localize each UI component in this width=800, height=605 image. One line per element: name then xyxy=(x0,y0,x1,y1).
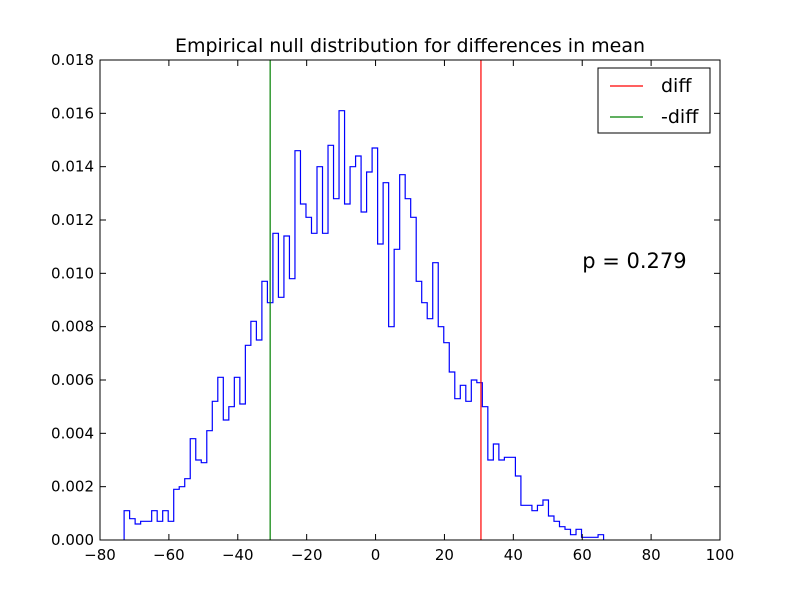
y-tick-label: 0.012 xyxy=(51,211,94,229)
chart-title: Empirical null distribution for differen… xyxy=(175,35,645,57)
y-tick-label: 0.002 xyxy=(51,478,94,496)
y-tick-label: 0.006 xyxy=(51,371,94,389)
x-tick-label: −20 xyxy=(291,546,323,564)
legend-box xyxy=(597,67,711,134)
x-tick-label: 80 xyxy=(642,546,661,564)
plot-area-frame xyxy=(99,59,721,541)
y-tick-label: 0.004 xyxy=(51,424,94,442)
y-tick-label: 0.008 xyxy=(51,318,94,336)
legend-label-diff: diff xyxy=(661,75,692,97)
x-tick-label: 0 xyxy=(371,546,381,564)
legend: diff -diff xyxy=(597,67,711,134)
x-tick-label: −40 xyxy=(222,546,254,564)
y-tick-label: 0.014 xyxy=(51,158,94,176)
histogram-series xyxy=(123,110,605,540)
x-tick-label: −80 xyxy=(84,546,116,564)
x-tick-label: 20 xyxy=(435,546,454,564)
x-tick-label: −60 xyxy=(153,546,185,564)
y-tick-label: 0.018 xyxy=(51,51,94,69)
x-tick-label: 100 xyxy=(706,546,735,564)
y-tick-label: 0.010 xyxy=(51,264,94,282)
y-tick-label: 0.000 xyxy=(51,531,94,549)
legend-label-neg-diff: -diff xyxy=(661,106,699,128)
y-tick-label: 0.016 xyxy=(51,104,94,122)
x-tick-label: 60 xyxy=(573,546,592,564)
p-value-annotation: p = 0.279 xyxy=(582,249,686,273)
x-tick-label: 40 xyxy=(504,546,523,564)
